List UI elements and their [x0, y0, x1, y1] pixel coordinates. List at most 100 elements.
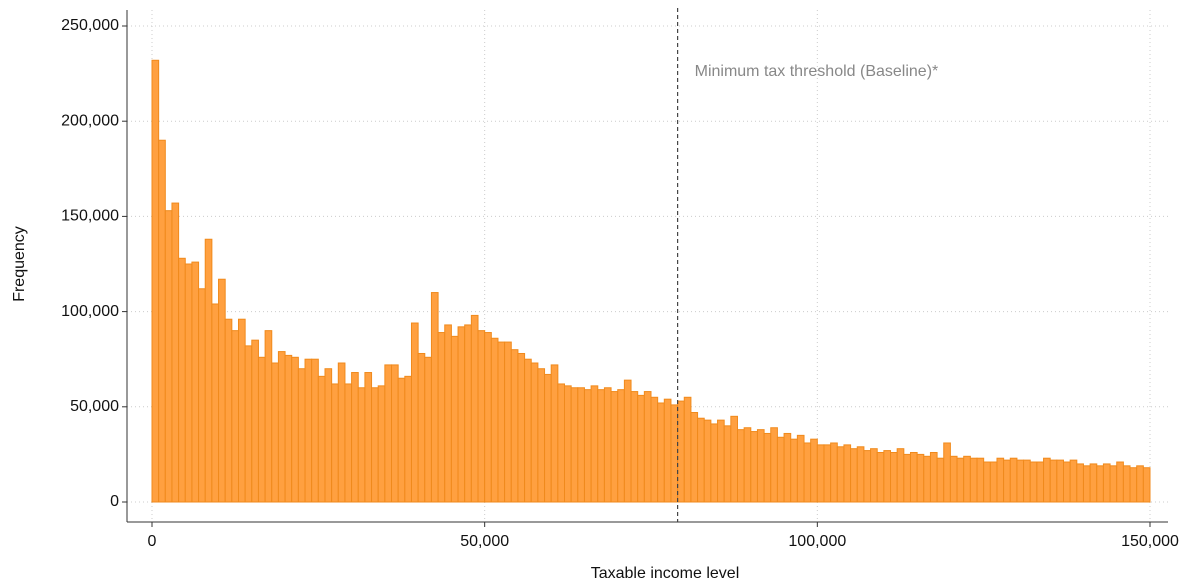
- bar: [191, 261, 200, 503]
- bar: [823, 444, 832, 503]
- bar: [843, 444, 852, 503]
- bar: [903, 453, 911, 503]
- bar: [450, 335, 459, 503]
- bar: [404, 375, 412, 503]
- bar: [524, 358, 532, 503]
- bar: [577, 387, 585, 503]
- bar: [564, 385, 572, 503]
- bar: [324, 368, 333, 503]
- bar: [1142, 467, 1151, 503]
- bar: [510, 349, 519, 503]
- bar: [244, 345, 253, 503]
- bar: [504, 341, 512, 503]
- bar: [391, 364, 399, 503]
- bar: [949, 455, 958, 503]
- bar: [603, 387, 612, 503]
- bar: [1023, 459, 1031, 503]
- bar: [424, 356, 432, 503]
- bar: [1063, 461, 1071, 503]
- bar: [923, 455, 931, 503]
- bar: [816, 444, 825, 503]
- bar: [929, 451, 938, 503]
- bar: [583, 389, 592, 503]
- bar: [291, 356, 299, 503]
- bar: [623, 379, 632, 503]
- bar: [171, 202, 180, 503]
- bar: [430, 292, 439, 503]
- bar: [444, 324, 452, 503]
- bar: [1036, 461, 1045, 503]
- bar: [1009, 457, 1018, 503]
- y-tick-label: 200,000: [61, 112, 119, 129]
- bar: [963, 455, 971, 503]
- bar: [803, 442, 812, 503]
- bar: [158, 139, 166, 503]
- bar: [237, 318, 246, 503]
- bar: [896, 448, 905, 503]
- bar: [490, 337, 499, 503]
- bar: [916, 453, 925, 503]
- y-tick-label: 0: [110, 493, 119, 510]
- bar: [969, 457, 978, 503]
- bar: [164, 210, 173, 503]
- bar: [251, 339, 259, 503]
- bar: [570, 387, 579, 503]
- bar: [331, 383, 339, 503]
- bar: [1109, 465, 1118, 503]
- bar: [650, 396, 659, 503]
- bar: [770, 427, 778, 503]
- bar: [943, 442, 951, 503]
- bar: [211, 303, 220, 503]
- x-axis-label: Taxable income level: [591, 565, 740, 582]
- bar: [630, 391, 639, 503]
- bar: [617, 389, 625, 503]
- x-tick-label: 0: [148, 533, 157, 550]
- bar: [610, 391, 619, 503]
- bar: [357, 387, 366, 503]
- bar: [417, 352, 426, 503]
- bar: [776, 436, 785, 503]
- bar: [723, 425, 732, 503]
- bar: [377, 385, 386, 503]
- bar: [304, 358, 313, 503]
- bar: [663, 398, 672, 503]
- bar: [397, 377, 406, 503]
- bar: [437, 332, 446, 503]
- bar: [1049, 459, 1058, 503]
- bar: [384, 364, 393, 503]
- bar: [989, 461, 998, 503]
- bar: [1082, 465, 1091, 503]
- bar: [883, 450, 892, 503]
- bar: [151, 59, 160, 503]
- bar: [317, 375, 326, 503]
- bar: [836, 446, 845, 503]
- bar: [231, 330, 239, 503]
- bar: [870, 448, 878, 503]
- bar: [470, 314, 479, 503]
- bar: [783, 432, 792, 503]
- bar: [830, 442, 838, 503]
- x-tick-label: 150,000: [1121, 533, 1179, 550]
- bar: [710, 423, 719, 503]
- bar: [703, 419, 712, 503]
- x-tick-label: 100,000: [788, 533, 846, 550]
- y-tick-label: 250,000: [61, 17, 119, 34]
- bar: [750, 431, 758, 503]
- bar: [590, 385, 599, 503]
- bar: [297, 368, 306, 503]
- bar: [850, 448, 858, 503]
- bar: [876, 451, 885, 503]
- bar: [337, 362, 346, 503]
- bar: [856, 446, 865, 503]
- bar: [683, 396, 692, 503]
- bar: [763, 432, 772, 503]
- bar: [1016, 459, 1025, 503]
- bar: [756, 429, 765, 503]
- bar: [730, 415, 738, 503]
- bar: [1069, 459, 1078, 503]
- y-tick-label: 100,000: [61, 303, 119, 320]
- bar: [1096, 465, 1104, 503]
- bar: [364, 372, 373, 503]
- bar: [936, 457, 945, 503]
